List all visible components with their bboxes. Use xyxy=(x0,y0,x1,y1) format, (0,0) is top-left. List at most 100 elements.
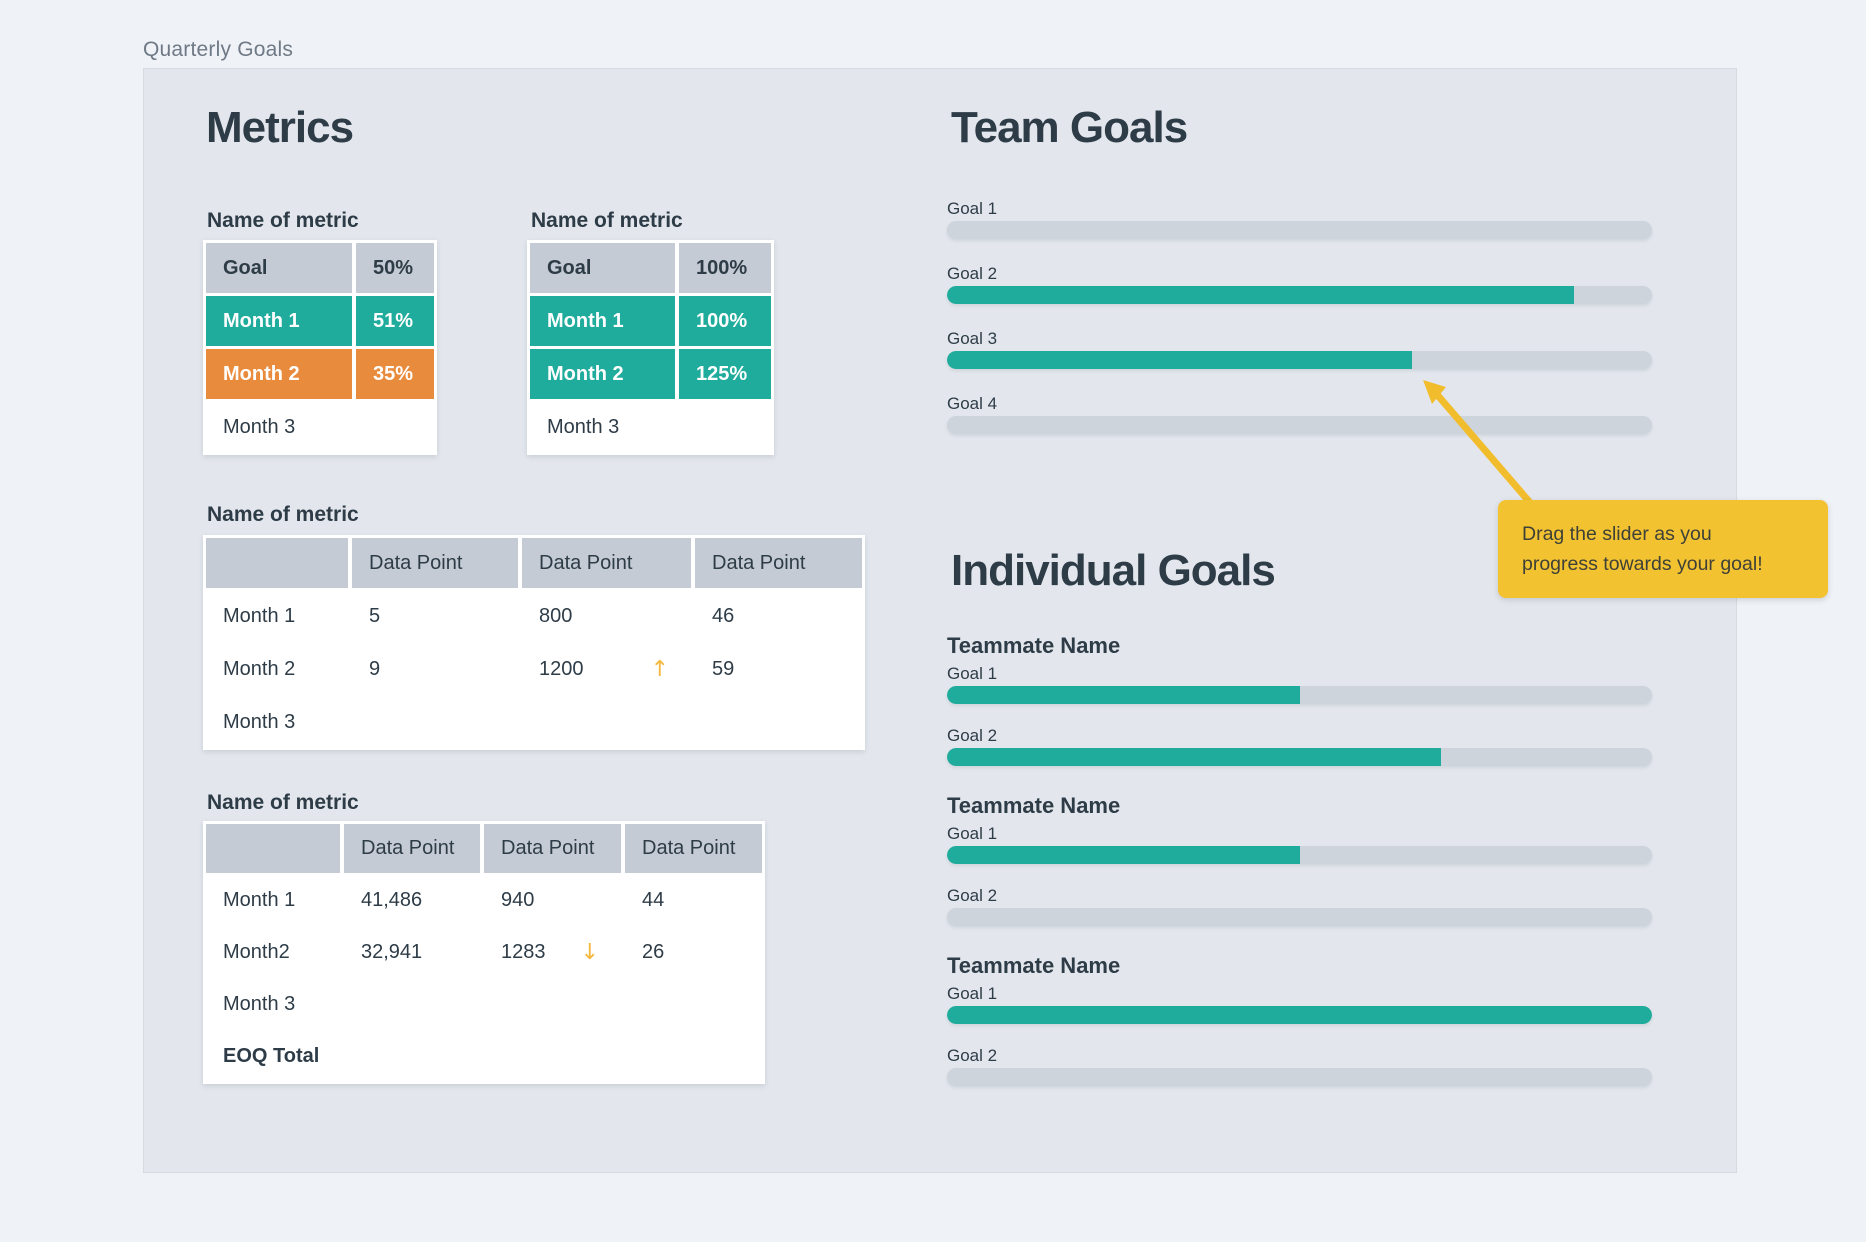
metric-value-cell[interactable]: 100% xyxy=(679,296,771,346)
teammate-name: Teammate Name xyxy=(947,633,1121,658)
goal-row: Goal 1 xyxy=(947,984,1652,1024)
metric-value-cell[interactable] xyxy=(352,697,518,747)
goal-slider[interactable] xyxy=(947,1068,1652,1086)
tooltip-text-line1: Drag the slider as you xyxy=(1522,523,1712,545)
goal-label: Goal 1 xyxy=(947,984,998,1003)
goal-slider-fill xyxy=(947,351,1413,369)
metric-value-cell[interactable]: 9 xyxy=(352,644,518,694)
goal-label: Goal 2 xyxy=(947,1046,998,1065)
goal-slider-fill xyxy=(947,1006,1652,1024)
metric-table-4: Data Point Data Point Data Point Month 1… xyxy=(203,821,765,1084)
goal-slider-fill xyxy=(947,846,1300,864)
goal-slider[interactable] xyxy=(947,686,1652,704)
row-label-cell: Month 2 xyxy=(530,349,675,399)
row-label-cell: Month 2 xyxy=(206,349,352,399)
goal-slider[interactable] xyxy=(947,221,1652,239)
metric-value-cell[interactable]: 32,941 xyxy=(344,928,480,977)
goal-slider[interactable] xyxy=(947,748,1652,766)
row-label-cell: Month 3 xyxy=(206,980,340,1029)
metric-value-cell[interactable] xyxy=(695,697,862,747)
table-header-cell: Goal xyxy=(530,243,675,293)
metric-value-cell[interactable] xyxy=(484,1032,621,1081)
trend-down-icon: ↓ xyxy=(580,940,599,965)
team-goals-list: Goal 1 Goal 2 Goal 3 Goal 4 xyxy=(947,199,1652,434)
table-header-cell: Data Point xyxy=(695,538,862,588)
goal-row: Goal 2 xyxy=(947,1046,1652,1086)
metric-name-label: Name of metric xyxy=(207,209,359,232)
metric-value-cell[interactable]: 51% xyxy=(356,296,434,346)
table-header-cell xyxy=(206,538,348,588)
goal-row: Goal 2 xyxy=(947,886,1652,926)
table-header-cell: Data Point xyxy=(344,824,480,873)
metric-value-cell[interactable] xyxy=(344,980,480,1029)
goal-slider[interactable] xyxy=(947,351,1652,369)
goal-slider[interactable] xyxy=(947,286,1652,304)
metric-value-cell[interactable]: 35% xyxy=(356,349,434,399)
team-goals-heading: Team Goals xyxy=(951,103,1188,152)
trend-up-icon: ↑ xyxy=(650,656,669,682)
metric-value-cell[interactable]: 44 xyxy=(625,876,762,925)
table-header-cell: 50% xyxy=(356,243,434,293)
metric-value-cell[interactable]: 940 xyxy=(484,876,621,925)
page-title: Quarterly Goals xyxy=(143,38,294,61)
row-label-cell: Month2 xyxy=(206,928,340,977)
goal-label: Goal 1 xyxy=(947,824,998,843)
goal-slider[interactable] xyxy=(947,416,1652,434)
goal-slider[interactable] xyxy=(947,1006,1652,1024)
metric-name-label: Name of metric xyxy=(531,209,683,232)
goal-row: Goal 4 xyxy=(947,394,1652,434)
table-header-cell: Data Point xyxy=(484,824,621,873)
metric-value-cell[interactable]: 5 xyxy=(352,591,518,641)
table-header-cell xyxy=(206,824,340,873)
teammate-section: Teammate Name Goal 1 Goal 2 xyxy=(947,632,1652,766)
metric-table-2: Goal 100% Month 1 100% Month 2 125% Mont… xyxy=(527,240,774,455)
metric-value-cell[interactable]: 800 xyxy=(522,591,691,641)
metric-value-cell[interactable] xyxy=(625,980,762,1029)
metric-value: 1200 xyxy=(539,657,584,680)
metric-value-cell[interactable] xyxy=(356,402,434,452)
metric-value-cell[interactable]: 1283 ↓ xyxy=(484,928,621,977)
metric-value-cell[interactable] xyxy=(625,1032,762,1081)
metric-value-cell[interactable]: 125% xyxy=(679,349,771,399)
metric-value-cell[interactable] xyxy=(484,980,621,1029)
row-label-cell: Month 1 xyxy=(206,876,340,925)
row-label-cell: EOQ Total xyxy=(206,1032,340,1081)
metric-table-1: Goal 50% Month 1 51% Month 2 35% Month 3 xyxy=(203,240,437,455)
tooltip-text-line2: progress towards your goal! xyxy=(1522,553,1763,575)
table-header-cell: 100% xyxy=(679,243,771,293)
table-header-cell: Data Point xyxy=(522,538,691,588)
row-label-cell: Month 1 xyxy=(530,296,675,346)
row-label-cell: Month 3 xyxy=(530,402,675,452)
goal-row: Goal 1 xyxy=(947,199,1652,239)
metric-name-label: Name of metric xyxy=(207,791,359,814)
row-label-cell: Month 2 xyxy=(206,644,348,694)
metric-value-cell[interactable] xyxy=(522,697,691,747)
metric-value-cell[interactable]: 1200 ↑ xyxy=(522,644,691,694)
metric-value-cell[interactable] xyxy=(679,402,771,452)
goal-row: Goal 3 xyxy=(947,329,1652,369)
teammate-section: Teammate Name Goal 1 Goal 2 xyxy=(947,952,1652,1086)
row-label-cell: Month 3 xyxy=(206,697,348,747)
goal-row: Goal 2 xyxy=(947,264,1652,304)
table-header-cell: Data Point xyxy=(625,824,762,873)
individual-goals-list: Teammate Name Goal 1 Goal 2 Teammate Nam… xyxy=(947,632,1652,1112)
metric-value-cell[interactable] xyxy=(344,1032,480,1081)
individual-goals-heading: Individual Goals xyxy=(951,546,1276,595)
teammate-name: Teammate Name xyxy=(947,953,1121,978)
goal-label: Goal 1 xyxy=(947,199,998,218)
metric-value-cell[interactable]: 46 xyxy=(695,591,862,641)
slider-tooltip: Drag the slider as you progress towards … xyxy=(1498,500,1828,598)
metric-table-3: Data Point Data Point Data Point Month 1… xyxy=(203,535,865,750)
metric-value-cell[interactable]: 41,486 xyxy=(344,876,480,925)
goal-slider[interactable] xyxy=(947,908,1652,926)
goal-slider-fill xyxy=(947,686,1300,704)
row-label-cell: Month 1 xyxy=(206,591,348,641)
metrics-heading: Metrics xyxy=(206,103,354,152)
teammate-name: Teammate Name xyxy=(947,793,1121,818)
goal-slider[interactable] xyxy=(947,846,1652,864)
metric-value-cell[interactable]: 26 xyxy=(625,928,762,977)
goal-row: Goal 1 xyxy=(947,824,1652,864)
teammate-section: Teammate Name Goal 1 Goal 2 xyxy=(947,792,1652,926)
metric-value-cell[interactable]: 59 xyxy=(695,644,862,694)
